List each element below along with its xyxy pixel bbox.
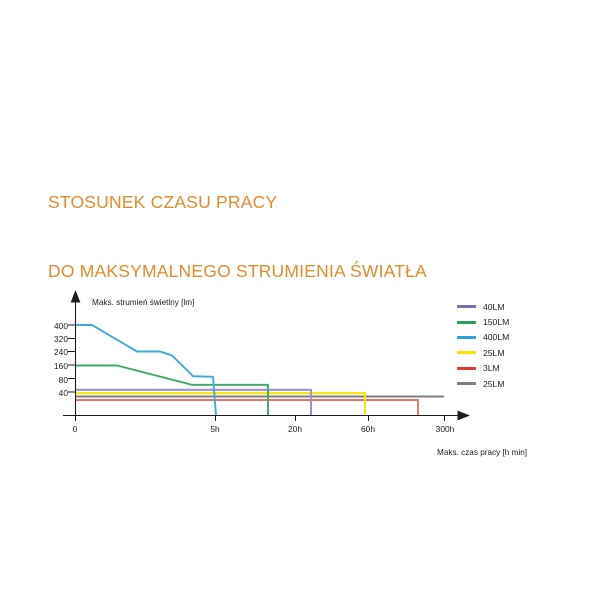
y-axis-ticks — [68, 324, 75, 393]
legend-swatch-150lm — [457, 320, 476, 324]
legend-swatch-40lm — [457, 305, 476, 309]
y-tick-label-240: 240 — [54, 347, 68, 357]
legend-swatch-25lm-yellow — [457, 351, 476, 355]
page-title-line-1: STOSUNEK CZASU PRACY — [48, 192, 278, 212]
legend-swatch-400lm — [457, 335, 476, 339]
legend-label-40lm: 40LM — [483, 301, 505, 312]
series-line-40lm — [76, 388, 313, 415]
y-tick-label-400: 400 — [54, 321, 68, 331]
x-axis-arrow-icon — [457, 410, 470, 421]
legend-label-25lm-yellow: 25LM — [483, 347, 505, 358]
legend-item-3lm: 3LM — [457, 361, 567, 376]
series-line-3lm — [76, 399, 419, 415]
legend-label-400lm: 400LM — [483, 332, 510, 343]
legend-label-150lm: 150LM — [483, 317, 510, 328]
chart-legend: 40LM 150LM 400LM 25LM 3LM 25LM — [457, 299, 567, 391]
y-tick-label-160: 160 — [54, 361, 68, 371]
series-line-400lm — [76, 324, 217, 416]
x-tick-label-20h: 20h — [288, 424, 302, 434]
x-axis-ticks — [75, 416, 445, 421]
legend-item-25lm-yellow: 25LM — [457, 345, 567, 360]
legend-swatch-25lm-gray — [457, 382, 476, 386]
y-tick-label-320: 320 — [54, 334, 68, 344]
x-tick-label-300h: 300h — [435, 424, 455, 434]
y-tick-label-80: 80 — [58, 375, 68, 385]
y-axis-title: Maks. strumień świetlny [lm] — [92, 298, 195, 307]
x-tick-label-5h: 5h — [210, 424, 220, 434]
legend-item-40lm: 40LM — [457, 299, 567, 314]
series-line-150lm — [76, 364, 269, 415]
legend-label-3lm: 3LM — [483, 363, 500, 374]
legend-label-25lm-gray: 25LM — [483, 378, 505, 389]
legend-item-150lm: 150LM — [457, 314, 567, 329]
chart-plot-area — [0, 285, 600, 475]
y-tick-label-40: 40 — [58, 388, 68, 398]
page-title: STOSUNEK CZASU PRACY DO MAKSYMALNEGO STR… — [48, 145, 518, 329]
y-axis-arrow-icon — [70, 290, 81, 303]
page-title-line-2: DO MAKSYMALNEGO STRUMIENIA ŚWIATŁA — [48, 261, 427, 281]
legend-swatch-3lm — [457, 366, 476, 370]
legend-item-25lm-gray: 25LM — [457, 376, 567, 391]
x-tick-label-60h: 60h — [361, 424, 375, 434]
axis-lines — [63, 290, 470, 421]
x-axis-title: Maks. czas pracy [h min] — [437, 448, 528, 457]
x-tick-label-0: 0 — [72, 424, 78, 434]
series-line-25lm-yellow — [76, 392, 367, 415]
legend-item-400lm: 400LM — [457, 330, 567, 345]
